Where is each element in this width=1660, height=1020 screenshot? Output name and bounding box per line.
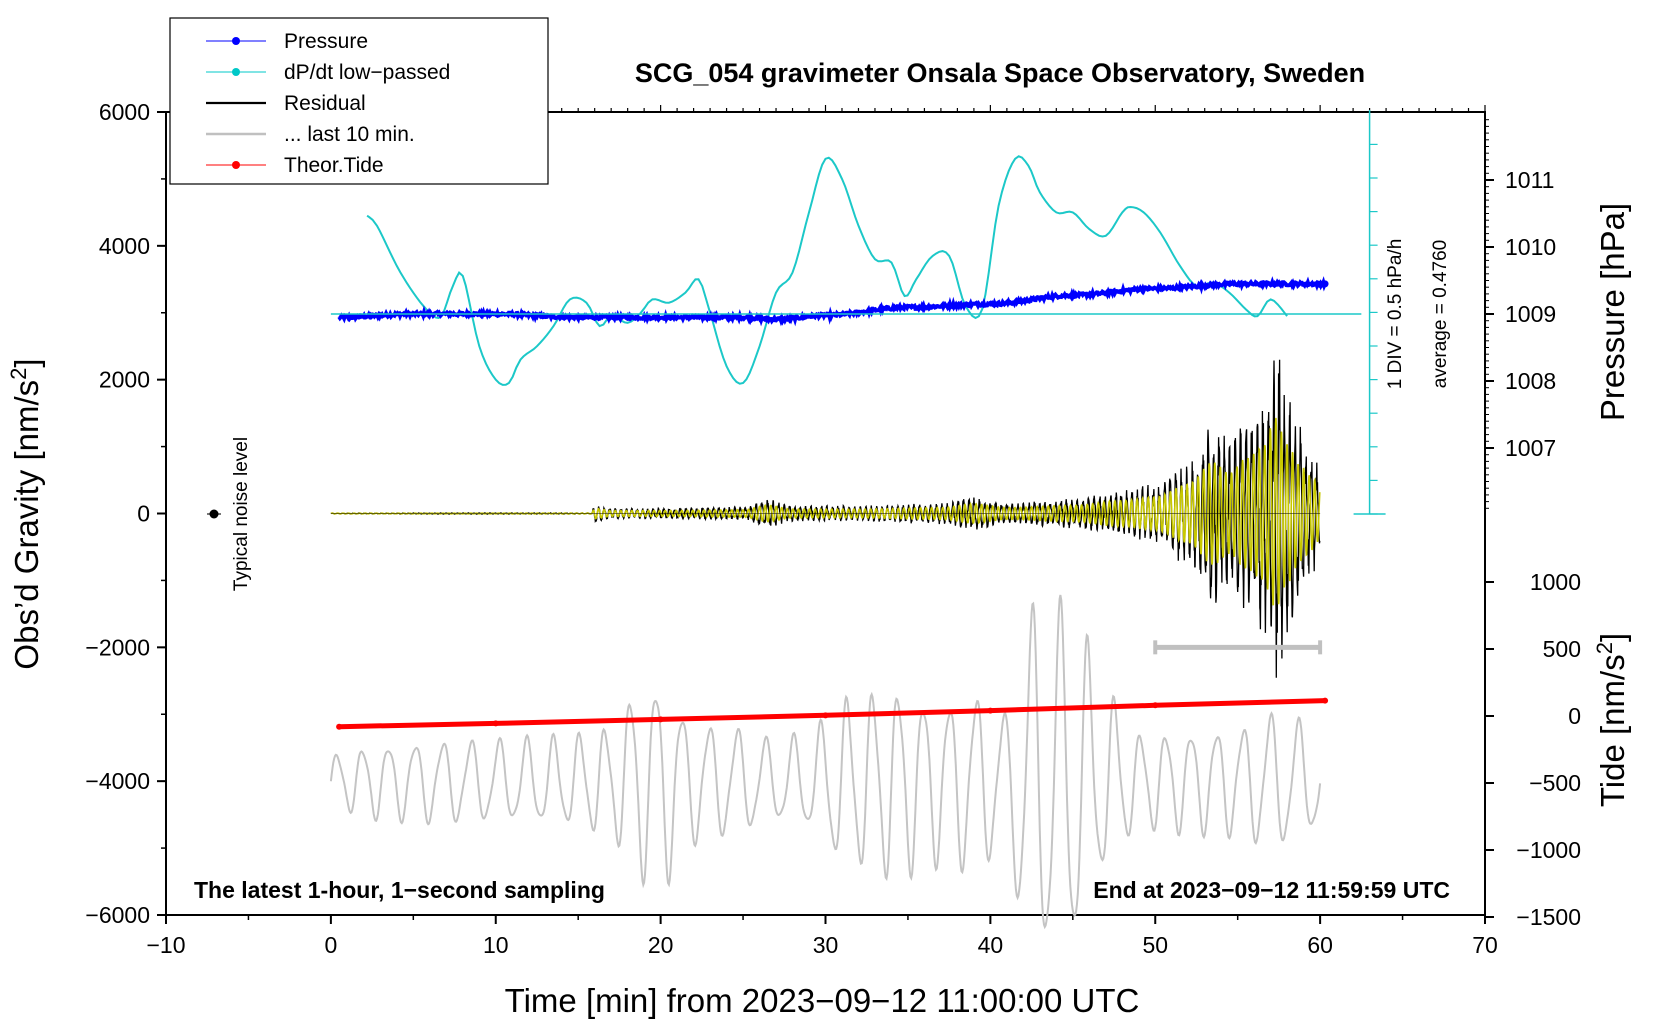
tide-data-point <box>1322 697 1329 704</box>
axes: −10 0 10 20 30 40 50 60 70 6000 4000 2000 0 −2000 −400… <box>85 99 1581 958</box>
y-left-label-sup: 2 <box>6 368 31 380</box>
tide-label-text: Tide [nm/s <box>1594 654 1631 807</box>
tide-data-point <box>987 707 994 714</box>
chart-title: SCG_054 gravimeter Onsala Space Observat… <box>635 58 1365 88</box>
residual-layer <box>330 359 1321 678</box>
x-axis-label: Time [min] from 2023−09−12 11:00:00 UTC <box>505 982 1140 1019</box>
pressure-tick-label: 1007 <box>1505 435 1556 461</box>
tide-axis-label: Tide [nm/s2] <box>1592 633 1631 807</box>
annotation-layer <box>330 110 1386 655</box>
x-tick-label: 30 <box>813 932 839 958</box>
last10-layer <box>329 594 1322 930</box>
tide-tick-label: 1000 <box>1530 569 1581 595</box>
pressure-tick-label: 1010 <box>1505 234 1556 260</box>
x-tick-label: 20 <box>648 932 674 958</box>
pressure-axis-label: Pressure [hPa] <box>1594 203 1631 421</box>
legend-item-label: Theor.Tide <box>284 154 384 177</box>
pressure-series-line <box>337 276 1327 327</box>
tide-tick-label: 500 <box>1543 636 1581 662</box>
last10-series-line <box>329 594 1322 930</box>
pressure-tick-label: 1011 <box>1505 167 1554 193</box>
noise-level-label: Typical noise level <box>231 437 252 591</box>
legend-swatch-marker <box>232 37 240 45</box>
tide-data-point <box>657 716 664 723</box>
legend-box <box>169 17 549 185</box>
tide-data-point <box>492 720 499 727</box>
y-left-label-close: ] <box>8 358 45 367</box>
y-left-label-text: Obs’d Gravity [nm/s <box>8 380 45 670</box>
legend: Pressure dP/dt low−passed Residual ... last… <box>169 17 549 185</box>
y-left-tick-label: −4000 <box>85 768 150 794</box>
y-left-tick-label: 6000 <box>99 99 150 125</box>
x-tick-label: 0 <box>324 932 337 958</box>
dpdt-series-line <box>366 155 1288 386</box>
x-tick-label: −10 <box>146 932 185 958</box>
tide-data-point <box>1152 702 1159 709</box>
corner-right-label: End at 2023−09−12 11:59:59 UTC <box>1093 877 1450 903</box>
y-left-tick-label: −6000 <box>85 902 150 928</box>
legend-item-label: dP/dt low−passed <box>284 61 450 84</box>
legend-swatch-marker <box>232 68 240 76</box>
x-tick-label: 10 <box>483 932 509 958</box>
y-left-tick-label: 4000 <box>99 233 150 259</box>
x-tick-label: 70 <box>1472 932 1498 958</box>
tide-label-sup: 2 <box>1592 642 1617 654</box>
tide-label-close: ] <box>1594 633 1631 642</box>
filtered-series-line <box>330 417 1321 606</box>
tide-data-point <box>822 712 829 719</box>
pressure-layer <box>337 276 1329 327</box>
tide-layer <box>336 697 1329 730</box>
tide-tick-label: −500 <box>1529 770 1581 796</box>
scale-average-label: average = 0.4760 <box>1430 240 1451 388</box>
y-left-tick-label: −2000 <box>85 634 150 660</box>
tide-series-line <box>339 698 1326 730</box>
y-left-axis-label: Obs’d Gravity [nm/s2] <box>6 358 45 669</box>
legend-item-label: ... last 10 min. <box>284 123 415 146</box>
legend-items: Pressure dP/dt low−passed Residual ... last… <box>206 30 450 177</box>
noise-level-dot <box>209 509 219 519</box>
scale-div-label: 1 DIV = 0.5 hPa/h <box>1385 239 1406 390</box>
x-tick-label: 40 <box>978 932 1004 958</box>
pressure-series-end-point <box>1321 280 1329 288</box>
y-left-tick-label: 2000 <box>99 367 150 393</box>
pressure-tick-label: 1008 <box>1505 368 1556 394</box>
x-tick-label: 50 <box>1142 932 1168 958</box>
tide-data-point <box>336 723 343 730</box>
dpdt-layer <box>366 155 1288 386</box>
legend-item-label: Pressure <box>284 30 368 53</box>
legend-swatch-marker <box>232 161 240 169</box>
corner-left-label: The latest 1-hour, 1−second sampling <box>194 877 605 903</box>
pressure-tick-label: 1009 <box>1505 301 1556 327</box>
tide-tick-label: −1000 <box>1516 837 1581 863</box>
x-tick-label: 60 <box>1307 932 1333 958</box>
y-left-tick-label: 0 <box>137 501 150 527</box>
tide-tick-label: 0 <box>1568 703 1581 729</box>
legend-item-label: Residual <box>284 92 366 115</box>
tide-tick-label: −1500 <box>1516 904 1581 930</box>
